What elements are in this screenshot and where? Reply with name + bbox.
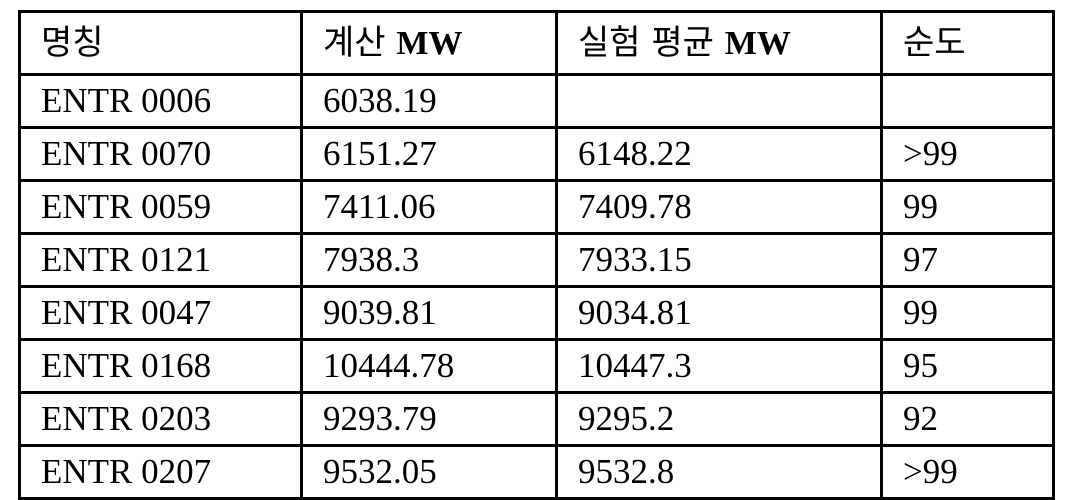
header-name: 명칭 [20,12,302,75]
cell-name: ENTR 0121 [20,234,302,287]
cell-calculated-mw: 9039.81 [302,287,557,340]
cell-purity: >99 [882,128,1054,181]
cell-name: ENTR 0203 [20,393,302,446]
table-row: ENTR 016810444.7810447.395 [20,340,1054,393]
cell-name: ENTR 0168 [20,340,302,393]
cell-experimental-mean-mw: 9295.2 [557,393,882,446]
cell-calculated-mw: 10444.78 [302,340,557,393]
cell-purity: >99 [882,446,1054,499]
table-row: ENTR 02039293.799295.292 [20,393,1054,446]
cell-purity: 99 [882,287,1054,340]
table-row: ENTR 00597411.067409.7899 [20,181,1054,234]
cell-experimental-mean-mw [557,75,882,128]
cell-calculated-mw: 9293.79 [302,393,557,446]
cell-experimental-mean-mw: 7933.15 [557,234,882,287]
cell-name: ENTR 0059 [20,181,302,234]
cell-purity: 95 [882,340,1054,393]
cell-experimental-mean-mw: 9034.81 [557,287,882,340]
cell-purity: 97 [882,234,1054,287]
cell-purity [882,75,1054,128]
table-row: ENTR 00066038.19 [20,75,1054,128]
header-row: 명칭계산 MW실험 평균 MW순도 [20,12,1054,75]
cell-experimental-mean-mw: 10447.3 [557,340,882,393]
data-table: 명칭계산 MW실험 평균 MW순도 ENTR 00066038.19ENTR 0… [18,10,1055,500]
table-body: ENTR 00066038.19ENTR 00706151.276148.22>… [20,75,1054,499]
header-experimental-mean-mw: 실험 평균 MW [557,12,882,75]
cell-calculated-mw: 6038.19 [302,75,557,128]
cell-calculated-mw: 7411.06 [302,181,557,234]
cell-calculated-mw: 7938.3 [302,234,557,287]
table-row: ENTR 01217938.37933.1597 [20,234,1054,287]
cell-name: ENTR 0207 [20,446,302,499]
table-row: ENTR 00479039.819034.8199 [20,287,1054,340]
cell-calculated-mw: 9532.05 [302,446,557,499]
table-row: ENTR 02079532.059532.8>99 [20,446,1054,499]
table-row: ENTR 00706151.276148.22>99 [20,128,1054,181]
cell-name: ENTR 0006 [20,75,302,128]
cell-experimental-mean-mw: 6148.22 [557,128,882,181]
cell-purity: 92 [882,393,1054,446]
cell-calculated-mw: 6151.27 [302,128,557,181]
cell-experimental-mean-mw: 9532.8 [557,446,882,499]
cell-name: ENTR 0070 [20,128,302,181]
cell-experimental-mean-mw: 7409.78 [557,181,882,234]
header-purity: 순도 [882,12,1054,75]
cell-name: ENTR 0047 [20,287,302,340]
header-calculated-mw: 계산 MW [302,12,557,75]
cell-purity: 99 [882,181,1054,234]
